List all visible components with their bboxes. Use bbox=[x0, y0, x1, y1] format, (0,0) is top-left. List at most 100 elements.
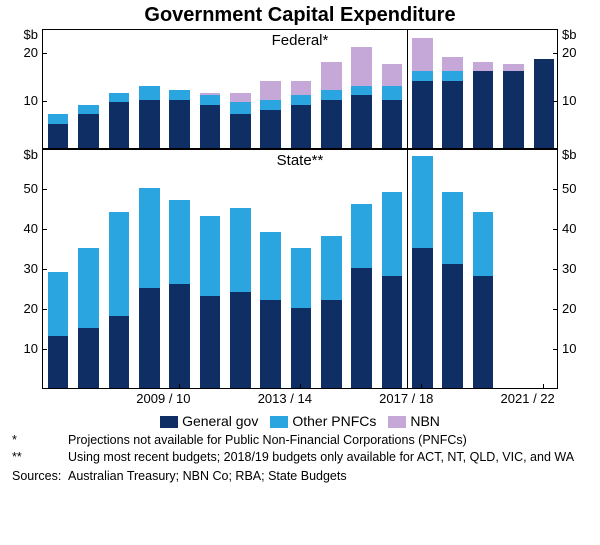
federal-segment-other_pnfcs bbox=[48, 114, 69, 124]
federal-segment-nbn bbox=[321, 62, 342, 91]
legend-swatch bbox=[270, 416, 288, 428]
state-panel-title: State** bbox=[277, 152, 324, 169]
state-segment-general_gov bbox=[48, 336, 69, 388]
federal-segment-general_gov bbox=[230, 114, 251, 148]
footnote-text: Projections not available for Public Non… bbox=[68, 433, 588, 447]
federal-segment-general_gov bbox=[169, 100, 190, 148]
footnote: **Using most recent budgets; 2018/19 bud… bbox=[12, 450, 588, 464]
federal-segment-nbn bbox=[442, 57, 463, 71]
state-segment-other_pnfcs bbox=[473, 212, 494, 276]
federal-segment-general_gov bbox=[534, 59, 555, 148]
state-segment-general_gov bbox=[321, 300, 342, 388]
state-segment-other_pnfcs bbox=[412, 156, 433, 248]
federal-bar bbox=[534, 28, 555, 148]
federal-segment-nbn bbox=[503, 64, 524, 71]
state-segment-other_pnfcs bbox=[230, 208, 251, 292]
state-bar bbox=[78, 148, 99, 388]
state-panel: State** bbox=[42, 149, 558, 389]
federal-segment-nbn bbox=[351, 47, 372, 85]
federal-segment-general_gov bbox=[109, 102, 130, 148]
federal-segment-nbn bbox=[412, 38, 433, 72]
state-bar bbox=[260, 148, 281, 388]
state-bar bbox=[291, 148, 312, 388]
federal-segment-other_pnfcs bbox=[412, 71, 433, 81]
state-bar bbox=[321, 148, 342, 388]
state-segment-other_pnfcs bbox=[442, 192, 463, 264]
state-bar bbox=[200, 148, 221, 388]
state-bar bbox=[442, 148, 463, 388]
state-segment-general_gov bbox=[230, 292, 251, 388]
x-tick-label: 2021 / 22 bbox=[501, 391, 555, 406]
state-segment-general_gov bbox=[260, 300, 281, 388]
state-bar bbox=[139, 148, 160, 388]
y-tick-left: 20 bbox=[24, 301, 38, 316]
federal-segment-general_gov bbox=[200, 105, 221, 148]
federal-panel: Federal* bbox=[42, 29, 558, 149]
federal-bar bbox=[48, 28, 69, 148]
state-segment-other_pnfcs bbox=[260, 232, 281, 300]
chart-container: Government Capital Expenditure Federal*1… bbox=[0, 0, 600, 545]
federal-segment-general_gov bbox=[442, 81, 463, 148]
x-axis-labels: 2009 / 102013 / 142017 / 182021 / 22 bbox=[0, 389, 600, 409]
federal-segment-other_pnfcs bbox=[139, 86, 160, 100]
state-segment-general_gov bbox=[78, 328, 99, 388]
legend-swatch bbox=[388, 416, 406, 428]
panel-area: Federal*10102020$b$bState**1010202030304… bbox=[0, 29, 600, 389]
state-segment-general_gov bbox=[442, 264, 463, 388]
state-segment-general_gov bbox=[200, 296, 221, 388]
y-tick-left: 40 bbox=[24, 221, 38, 236]
federal-segment-general_gov bbox=[503, 71, 524, 148]
x-tick-label: 2009 / 10 bbox=[136, 391, 190, 406]
footnote-marker: ** bbox=[12, 450, 68, 464]
federal-segment-other_pnfcs bbox=[351, 86, 372, 96]
federal-segment-general_gov bbox=[412, 81, 433, 148]
federal-segment-nbn bbox=[260, 81, 281, 100]
state-segment-other_pnfcs bbox=[321, 236, 342, 300]
federal-segment-general_gov bbox=[139, 100, 160, 148]
federal-segment-other_pnfcs bbox=[200, 95, 221, 105]
y-tick-right: 10 bbox=[562, 93, 576, 108]
footnote-text: Using most recent budgets; 2018/19 budge… bbox=[68, 450, 588, 464]
federal-segment-nbn bbox=[200, 93, 221, 95]
state-bar bbox=[382, 148, 403, 388]
legend: General govOther PNFCsNBN bbox=[0, 413, 600, 429]
federal-segment-general_gov bbox=[473, 71, 494, 148]
federal-bar bbox=[169, 28, 190, 148]
state-segment-other_pnfcs bbox=[291, 248, 312, 308]
federal-bar bbox=[230, 28, 251, 148]
unit-label-right: $b bbox=[562, 27, 576, 42]
y-tick-right: 50 bbox=[562, 181, 576, 196]
state-bar bbox=[169, 148, 190, 388]
federal-segment-other_pnfcs bbox=[291, 95, 312, 105]
projection-divider bbox=[407, 150, 408, 388]
state-segment-other_pnfcs bbox=[78, 248, 99, 328]
state-segment-general_gov bbox=[382, 276, 403, 388]
federal-panel-title: Federal* bbox=[272, 32, 329, 49]
y-tick-left: 20 bbox=[24, 45, 38, 60]
state-segment-other_pnfcs bbox=[48, 272, 69, 336]
federal-segment-nbn bbox=[230, 93, 251, 103]
y-tick-right: 30 bbox=[562, 261, 576, 276]
federal-bar bbox=[442, 28, 463, 148]
federal-bar bbox=[412, 28, 433, 148]
footnote: *Projections not available for Public No… bbox=[12, 433, 588, 447]
federal-bar bbox=[78, 28, 99, 148]
state-segment-general_gov bbox=[291, 308, 312, 388]
federal-segment-general_gov bbox=[260, 110, 281, 148]
y-tick-right: 10 bbox=[562, 341, 576, 356]
federal-bar bbox=[109, 28, 130, 148]
federal-segment-other_pnfcs bbox=[382, 86, 403, 100]
y-tick-left: 10 bbox=[24, 93, 38, 108]
federal-bar bbox=[200, 28, 221, 148]
state-bar bbox=[412, 148, 433, 388]
state-bar bbox=[351, 148, 372, 388]
federal-bar bbox=[351, 28, 372, 148]
footnote-marker: * bbox=[12, 433, 68, 447]
federal-bar bbox=[382, 28, 403, 148]
y-tick-right: 20 bbox=[562, 45, 576, 60]
state-segment-general_gov bbox=[412, 248, 433, 388]
legend-item-nbn: NBN bbox=[388, 413, 440, 429]
federal-segment-nbn bbox=[291, 81, 312, 95]
state-segment-other_pnfcs bbox=[109, 212, 130, 316]
unit-label-left: $b bbox=[24, 27, 38, 42]
